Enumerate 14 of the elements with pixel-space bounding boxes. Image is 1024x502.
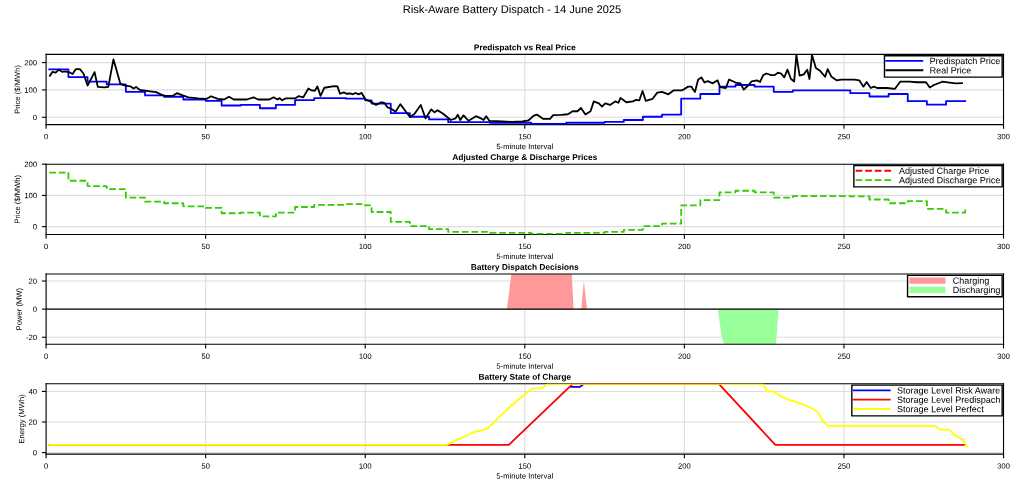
legend-label: Storage Level Risk Aware <box>897 386 1000 396</box>
legend-label: Adjusted Charge Price <box>899 167 989 176</box>
text: Risk-Aware Battery Dispatch - 14 June 2025 <box>403 5 621 16</box>
chart-title: Adjusted Charge & Discharge Prices <box>452 153 597 162</box>
legend-label: Charging <box>953 277 989 286</box>
legend-label: Discharging <box>953 286 1000 295</box>
chart-title: Predispatch vs Real Price <box>474 44 576 52</box>
legend-label: Adjusted Discharge Price <box>899 176 1000 186</box>
legend-label: Storage Level Predispach <box>897 396 1000 405</box>
legend-label: Predispatch Price <box>930 57 1000 66</box>
legend-label: Real Price <box>930 66 971 74</box>
chart-title: Battery State of Charge <box>479 373 571 382</box>
chart-title: Battery Dispatch Decisions <box>471 263 579 272</box>
legend-label: Storage Level Perfect <box>897 405 984 415</box>
